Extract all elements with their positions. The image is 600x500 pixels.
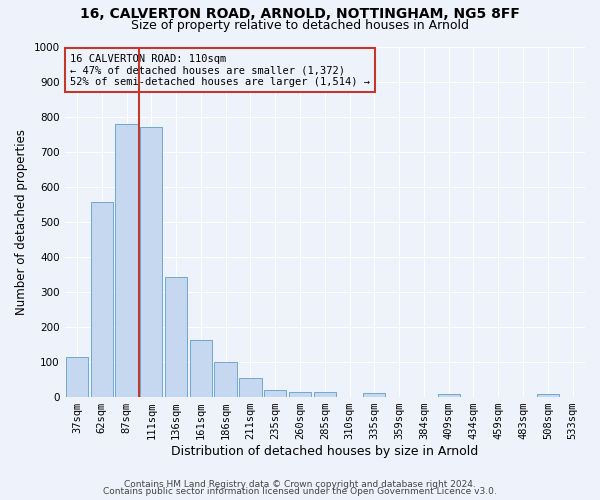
Bar bbox=[214, 362, 237, 396]
Bar bbox=[115, 124, 137, 396]
Y-axis label: Number of detached properties: Number of detached properties bbox=[15, 128, 28, 314]
Bar bbox=[363, 393, 385, 396]
Bar bbox=[264, 390, 286, 396]
Bar bbox=[239, 378, 262, 396]
Text: Contains public sector information licensed under the Open Government Licence v3: Contains public sector information licen… bbox=[103, 487, 497, 496]
Bar bbox=[140, 127, 163, 396]
Text: Contains HM Land Registry data © Crown copyright and database right 2024.: Contains HM Land Registry data © Crown c… bbox=[124, 480, 476, 489]
Bar bbox=[437, 394, 460, 396]
Bar bbox=[66, 357, 88, 397]
Bar bbox=[314, 392, 336, 396]
Bar bbox=[289, 392, 311, 396]
Bar bbox=[536, 394, 559, 396]
Text: Size of property relative to detached houses in Arnold: Size of property relative to detached ho… bbox=[131, 18, 469, 32]
X-axis label: Distribution of detached houses by size in Arnold: Distribution of detached houses by size … bbox=[171, 444, 478, 458]
Bar bbox=[91, 202, 113, 396]
Bar bbox=[165, 276, 187, 396]
Bar bbox=[190, 340, 212, 396]
Text: 16, CALVERTON ROAD, ARNOLD, NOTTINGHAM, NG5 8FF: 16, CALVERTON ROAD, ARNOLD, NOTTINGHAM, … bbox=[80, 8, 520, 22]
Text: 16 CALVERTON ROAD: 110sqm
← 47% of detached houses are smaller (1,372)
52% of se: 16 CALVERTON ROAD: 110sqm ← 47% of detac… bbox=[70, 54, 370, 86]
